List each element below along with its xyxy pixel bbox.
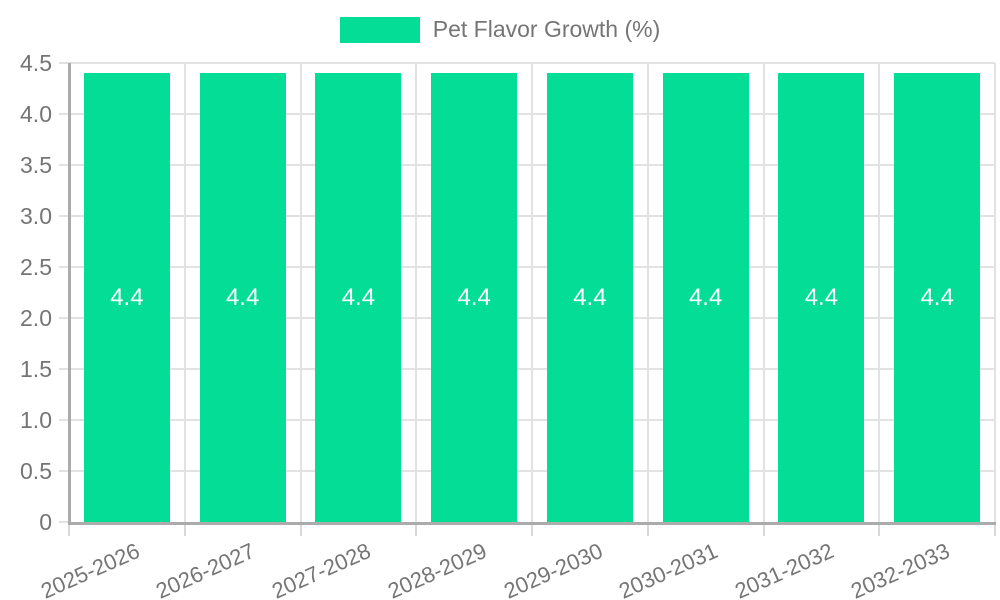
y-tick-label: 1.0 (20, 407, 52, 433)
x-boundary-gridline (183, 63, 186, 522)
x-axis-line (68, 522, 996, 525)
y-tick-label: 3.5 (20, 152, 52, 178)
y-tick-label: 4.5 (20, 50, 52, 76)
bar[interactable] (894, 73, 981, 522)
x-axis-tick (646, 522, 649, 536)
x-axis-tick (183, 522, 186, 536)
y-axis-tick (59, 215, 69, 217)
x-boundary-gridline (299, 63, 302, 522)
x-boundary-gridline (531, 63, 533, 522)
x-boundary-gridline (878, 63, 881, 522)
x-tick-label: 2032-2033 (847, 538, 954, 600)
x-tick-label: 2028-2029 (384, 538, 491, 600)
x-tick-label: 2025-2026 (36, 538, 144, 600)
y-axis-tick (59, 317, 69, 319)
y-axis-tick (59, 521, 69, 523)
legend-swatch (339, 16, 420, 43)
y-axis-tick (59, 164, 69, 166)
x-tick-label: 2027-2028 (268, 538, 375, 600)
bar[interactable] (546, 73, 633, 522)
x-tick-label: 2029-2030 (499, 538, 607, 600)
x-tick-label: 2031-2032 (731, 538, 838, 600)
legend[interactable]: Pet Flavor Growth (%) (0, 16, 1000, 43)
y-axis-tick (59, 62, 69, 64)
legend-label: Pet Flavor Growth (%) (432, 16, 661, 42)
x-axis-tick (762, 522, 765, 536)
x-tick-label: 2026-2027 (152, 538, 259, 600)
bar[interactable] (431, 73, 518, 522)
x-axis-tick (68, 522, 70, 536)
y-tick-label: 0 (39, 509, 52, 535)
y-tick-label: 3.0 (20, 203, 52, 229)
y-axis-line (68, 63, 71, 522)
x-boundary-gridline (994, 63, 996, 522)
y-tick-label: 2.0 (20, 305, 52, 331)
y-tick-label: 2.5 (20, 254, 52, 280)
x-axis-tick (531, 522, 533, 536)
bar[interactable] (199, 73, 286, 522)
y-tick-label: 0.5 (20, 458, 52, 484)
y-axis-tick (59, 419, 69, 421)
y-tick-label: 1.5 (20, 356, 52, 382)
y-tick-label: 4.0 (20, 101, 52, 127)
x-axis-tick (415, 522, 418, 536)
y-axis-tick (59, 470, 69, 472)
y-axis-tick (59, 266, 69, 268)
y-axis-tick (59, 113, 69, 115)
bar[interactable] (662, 73, 749, 522)
x-axis-tick (878, 522, 881, 536)
x-boundary-gridline (415, 63, 418, 522)
y-axis-tick (59, 368, 69, 370)
x-axis-tick (994, 522, 996, 536)
bar[interactable] (778, 73, 865, 522)
bar[interactable] (83, 73, 170, 522)
x-boundary-gridline (646, 63, 649, 522)
x-boundary-gridline (762, 63, 765, 522)
x-tick-label: 2030-2031 (615, 538, 722, 600)
bar[interactable] (315, 73, 402, 522)
x-axis-tick (299, 522, 302, 536)
